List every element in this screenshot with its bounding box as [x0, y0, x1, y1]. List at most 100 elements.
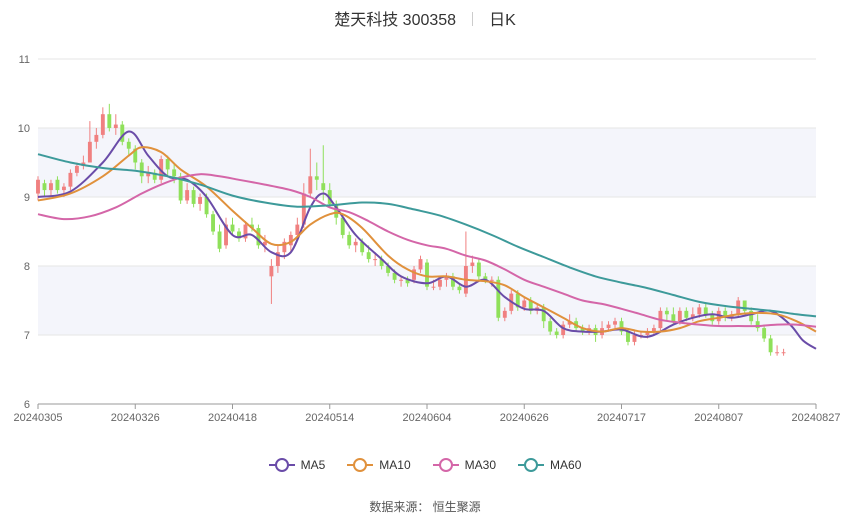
candle-body [94, 134, 99, 142]
candle-body [515, 293, 520, 308]
candle-up [561, 321, 566, 339]
candle-body [496, 279, 501, 318]
candle-body [567, 321, 572, 325]
candle-body [152, 172, 157, 180]
period-label: 日K [489, 12, 516, 29]
candle-up [399, 276, 404, 287]
candle-down [165, 155, 170, 177]
candle-body [68, 172, 73, 187]
moving-average-lines [37, 130, 817, 350]
candle-body [288, 234, 293, 246]
candle-body [282, 241, 287, 253]
candle-up [353, 238, 358, 253]
candle-body [178, 176, 183, 201]
candle-down [476, 259, 481, 280]
y-tick-label: 6 [24, 399, 30, 411]
legend-label: MA30 [464, 458, 497, 472]
candle-down [55, 176, 60, 194]
candle-up [275, 245, 280, 273]
candle-up [224, 217, 228, 249]
candle-body [113, 124, 118, 128]
candle-down [152, 169, 157, 184]
candle-down [126, 138, 131, 156]
candle-up [775, 345, 780, 356]
legend-swatch-icon [347, 458, 374, 472]
x-axis: 20240305 20240326 20240418 20240514 20240604… [14, 403, 840, 424]
candle-up [87, 121, 92, 163]
candle-up [146, 165, 151, 184]
candle-down [107, 103, 112, 132]
legend-swatch-icon [518, 458, 545, 472]
x-tick-label: 20240326 [111, 412, 160, 424]
candle-down [42, 179, 47, 197]
legend-item-ma10[interactable]: MA10 [347, 458, 411, 472]
candle-body [405, 279, 410, 284]
candle-up [185, 183, 190, 204]
candle-up [269, 259, 274, 304]
candle-body [431, 286, 436, 288]
candle-body [133, 148, 138, 163]
candle-down [191, 186, 196, 208]
candle-down [237, 228, 241, 242]
candle-down [347, 231, 352, 249]
candle-body [749, 310, 754, 322]
candle-down [120, 121, 125, 146]
candle-body [703, 307, 708, 315]
candle-body [334, 203, 339, 218]
candle-body [139, 162, 144, 177]
candle-body [275, 252, 280, 266]
candle-up [651, 324, 656, 335]
candle-body [457, 286, 462, 291]
candle-up [49, 179, 53, 197]
candle-down [580, 324, 585, 335]
candle-body [126, 141, 131, 149]
candle-body [360, 241, 365, 253]
x-tick-label: 20240807 [694, 412, 743, 424]
candle-down [755, 314, 760, 332]
candle-body [671, 314, 676, 322]
candle-body [61, 186, 66, 191]
chart-title: 楚天科技 300358 日K [0, 6, 850, 30]
candle-body [781, 352, 786, 354]
x-tick-label: 20240626 [500, 412, 549, 424]
candle-body [651, 328, 656, 332]
candle-body [347, 234, 352, 246]
y-tick-label: 7 [24, 330, 30, 342]
candle-body [269, 266, 274, 277]
candle-down [710, 310, 715, 325]
candle-body [100, 114, 105, 135]
legend-item-ma30[interactable]: MA30 [432, 458, 497, 472]
candle-body [613, 321, 617, 325]
candle-body [470, 262, 475, 266]
candle-body [580, 328, 585, 332]
candle-body [483, 276, 488, 280]
candle-up [781, 348, 786, 356]
candle-down [619, 317, 624, 335]
grid-lines [38, 58, 816, 405]
candle-up [470, 255, 475, 273]
candle-body [262, 241, 267, 246]
candle-body [172, 169, 177, 177]
candle-body [619, 321, 624, 332]
candle-body [107, 114, 112, 128]
candle-body [379, 259, 384, 266]
candle-body [321, 183, 326, 191]
legend-item-ma60[interactable]: MA60 [518, 458, 581, 472]
candle-body [541, 307, 546, 322]
ma-line-ma60 [37, 153, 817, 318]
legend-item-ma5[interactable]: MA5 [268, 458, 325, 472]
candle-body [295, 224, 300, 235]
candle-body [548, 321, 553, 332]
title-divider [472, 12, 474, 26]
legend-swatch-icon [268, 458, 295, 472]
candle-up [613, 317, 617, 329]
candle-body [684, 310, 689, 318]
candle-body [677, 310, 682, 322]
candle-body [528, 300, 533, 311]
ma-line-ma10 [37, 146, 817, 333]
candle-up [444, 272, 449, 287]
legend-swatch-icon [432, 458, 459, 472]
ma-line-ma5 [37, 130, 817, 350]
candle-body [450, 276, 455, 287]
candle-body [165, 159, 170, 170]
